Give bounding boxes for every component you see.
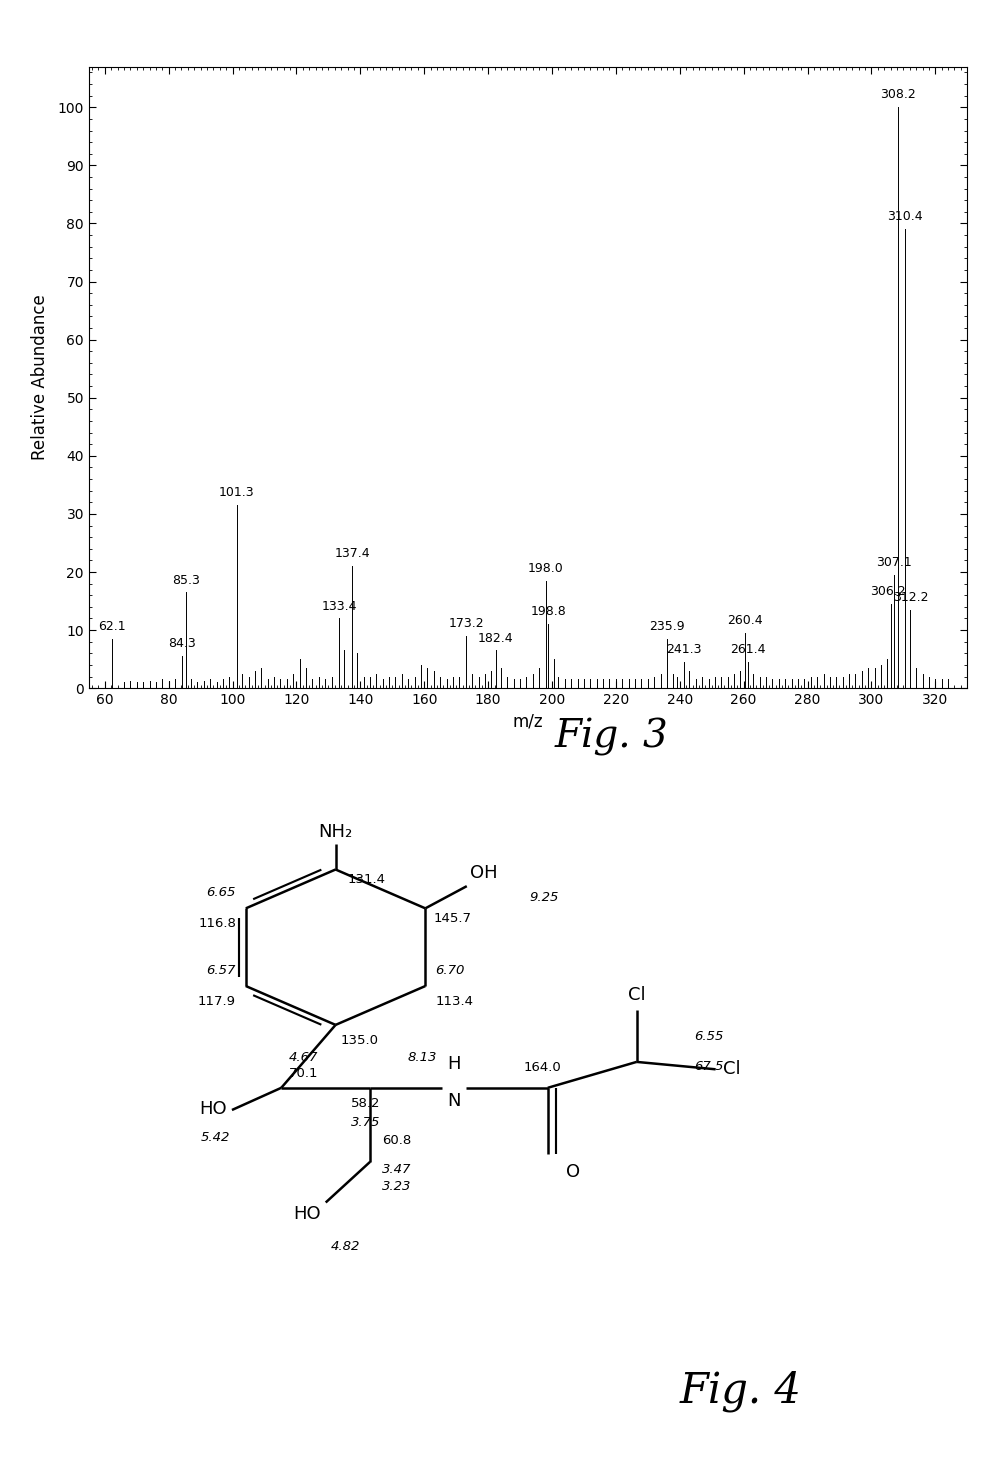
Text: 84.3: 84.3 — [169, 638, 196, 650]
Text: 306.2: 306.2 — [870, 585, 905, 598]
Text: 6.70: 6.70 — [435, 963, 464, 977]
Text: 260.4: 260.4 — [727, 614, 762, 628]
Text: 101.3: 101.3 — [219, 487, 254, 499]
Text: 198.8: 198.8 — [529, 605, 565, 619]
Text: NH₂: NH₂ — [318, 823, 352, 841]
X-axis label: m/z: m/z — [512, 712, 543, 731]
Text: 131.4: 131.4 — [347, 873, 386, 887]
Text: 173.2: 173.2 — [448, 617, 484, 630]
Text: Cl: Cl — [723, 1060, 740, 1079]
Text: Fig. 3: Fig. 3 — [554, 718, 669, 756]
Text: 310.4: 310.4 — [886, 210, 922, 223]
Text: 133.4: 133.4 — [321, 599, 357, 613]
Text: 70.1: 70.1 — [289, 1067, 318, 1080]
Text: 8.13: 8.13 — [407, 1051, 436, 1064]
Text: 145.7: 145.7 — [433, 912, 470, 925]
Text: HO: HO — [199, 1100, 227, 1117]
Text: 117.9: 117.9 — [198, 995, 236, 1008]
Text: 182.4: 182.4 — [477, 632, 513, 645]
Text: 6.55: 6.55 — [693, 1030, 723, 1043]
Text: 3.47: 3.47 — [382, 1163, 411, 1177]
Text: 308.2: 308.2 — [879, 89, 915, 102]
Text: Cl: Cl — [627, 986, 645, 1003]
Y-axis label: Relative Abundance: Relative Abundance — [32, 295, 49, 460]
Text: O: O — [565, 1163, 579, 1181]
Text: HO: HO — [293, 1205, 320, 1222]
Text: N: N — [447, 1091, 460, 1110]
Text: 4.67: 4.67 — [289, 1051, 318, 1064]
Text: 58.2: 58.2 — [350, 1097, 380, 1110]
Text: 137.4: 137.4 — [334, 548, 370, 561]
Text: 60.8: 60.8 — [382, 1134, 411, 1147]
Text: 164.0: 164.0 — [524, 1061, 561, 1074]
Text: 135.0: 135.0 — [340, 1033, 379, 1046]
Text: 261.4: 261.4 — [730, 644, 765, 656]
Text: H: H — [447, 1055, 460, 1073]
Text: 62.1: 62.1 — [98, 620, 125, 633]
Text: 6.65: 6.65 — [206, 887, 236, 900]
Text: 307.1: 307.1 — [876, 556, 911, 570]
Text: OH: OH — [469, 864, 497, 882]
Text: 312.2: 312.2 — [891, 591, 927, 604]
Text: 6.57: 6.57 — [206, 963, 236, 977]
Text: 3.23: 3.23 — [382, 1181, 411, 1193]
Text: 235.9: 235.9 — [648, 620, 684, 633]
Text: 9.25: 9.25 — [528, 891, 558, 904]
Text: Fig. 4: Fig. 4 — [678, 1370, 801, 1412]
Text: 85.3: 85.3 — [172, 574, 199, 586]
Text: 5.42: 5.42 — [200, 1131, 230, 1144]
Text: 241.3: 241.3 — [666, 644, 701, 656]
Text: 4.82: 4.82 — [330, 1239, 360, 1252]
Text: 3.75: 3.75 — [350, 1116, 380, 1129]
Text: 198.0: 198.0 — [528, 562, 563, 574]
Text: 116.8: 116.8 — [198, 918, 236, 931]
Text: 67.5: 67.5 — [693, 1060, 723, 1073]
Text: 113.4: 113.4 — [435, 995, 472, 1008]
